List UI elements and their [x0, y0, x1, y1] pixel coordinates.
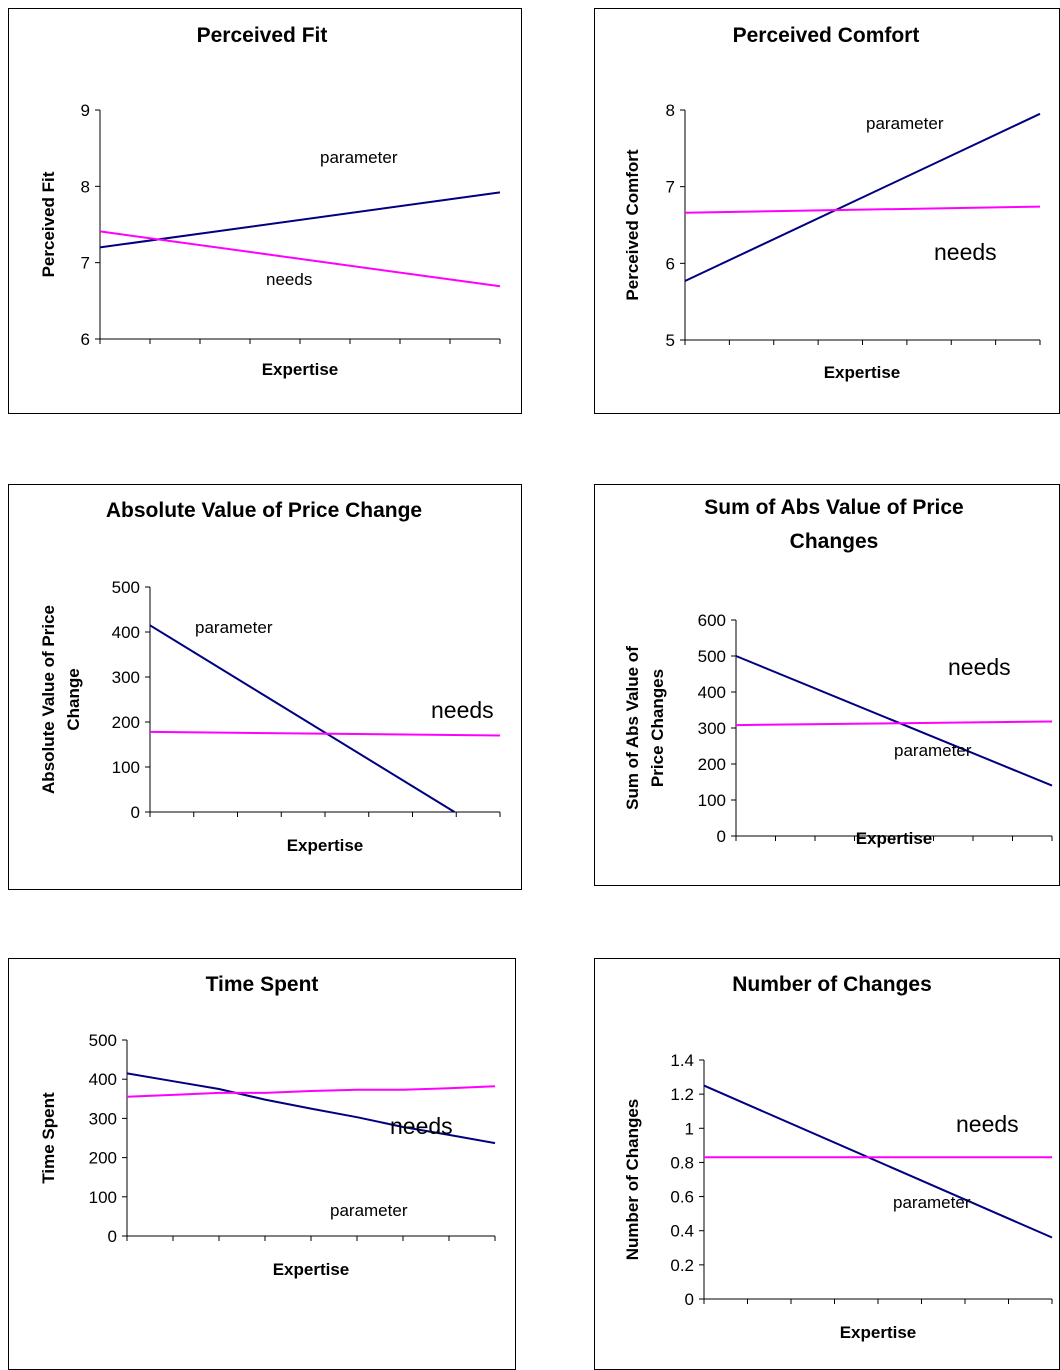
y-tick-label: 9 — [81, 101, 90, 120]
y-tick-label: 5 — [666, 331, 675, 350]
y-tick-label: 8 — [666, 101, 675, 120]
y-tick-label: 0.6 — [670, 1188, 694, 1207]
series-line-parameter — [99, 191, 501, 249]
y-axis-label: Time Spent — [39, 1092, 58, 1184]
y-tick-label: 0.2 — [670, 1256, 694, 1275]
series-annotation-parameter: parameter — [894, 741, 972, 760]
y-tick-label: 0.4 — [670, 1222, 694, 1241]
y-tick-label: 8 — [81, 177, 90, 196]
y-tick-label: 0 — [685, 1290, 694, 1309]
chart-title: Time Spent — [206, 973, 319, 996]
y-tick-label: 500 — [698, 647, 726, 666]
series-annotation-needs: needs — [934, 239, 997, 265]
y-tick-label: 200 — [112, 713, 140, 732]
y-tick-label: 100 — [112, 758, 140, 777]
y-tick-label: 7 — [81, 254, 90, 273]
y-axis-label: Number of Changes — [623, 1099, 642, 1261]
y-axis-label: Perceived Fit — [39, 171, 58, 277]
chart-title: Absolute Value of Price Change — [106, 499, 422, 522]
series-line-needs — [684, 205, 1041, 214]
chart-3: Absolute Value of Price Change 0 100 200 300… — [8, 484, 522, 890]
series-annotation-parameter: parameter — [320, 148, 398, 167]
x-axis-label: Expertise — [840, 1323, 917, 1342]
y-tick-label: 7 — [666, 178, 675, 197]
x-axis-label: Expertise — [287, 836, 364, 855]
series-annotation-parameter: parameter — [893, 1193, 971, 1212]
y-axis-label: Perceived Comfort — [623, 149, 642, 300]
y-tick-label: 0 — [108, 1227, 117, 1246]
y-tick-label: 400 — [698, 683, 726, 702]
y-tick-label: 300 — [698, 719, 726, 738]
y-tick-label: 400 — [89, 1070, 117, 1089]
x-axis-label: Expertise — [824, 363, 901, 382]
series-annotation-parameter: parameter — [330, 1201, 408, 1220]
y-tick-label: 300 — [112, 668, 140, 687]
series-annotation-needs: needs — [948, 654, 1011, 680]
chart-frame — [594, 958, 1060, 1370]
chart-1: Perceived Fit 6 7 8 9 Expertise Perceived Fit p… — [8, 8, 522, 414]
series-line-needs — [126, 1085, 496, 1098]
y-tick-label: 1 — [685, 1119, 694, 1138]
y-tick-label: 0 — [717, 827, 726, 846]
series-line-parameter — [735, 655, 1053, 787]
y-tick-label: 1.2 — [670, 1085, 694, 1104]
series-annotation-needs: needs — [431, 697, 494, 723]
y-axis-label: Change — [64, 668, 83, 730]
chart-4: Sum of Abs Value of Price Changes 0 100 200 3… — [594, 484, 1060, 886]
y-tick-label: 200 — [698, 755, 726, 774]
series-annotation-needs: needs — [956, 1111, 1019, 1137]
chart-frame — [8, 958, 516, 1370]
series-line-parameter — [703, 1084, 1053, 1239]
y-tick-label: 400 — [112, 623, 140, 642]
chart-2: Perceived Comfort 5 6 7 8 Expertise Perceived … — [594, 8, 1060, 414]
series-annotation-parameter: parameter — [866, 114, 944, 133]
series-line-needs — [735, 720, 1053, 727]
chart-title: Number of Changes — [732, 973, 932, 996]
y-tick-label: 6 — [666, 254, 675, 273]
y-tick-label: 600 — [698, 611, 726, 630]
y-tick-label: 6 — [81, 330, 90, 349]
y-axis-label: Absolute Value of Price — [39, 605, 58, 794]
series-line-parameter — [684, 112, 1041, 282]
y-tick-label: 300 — [89, 1109, 117, 1128]
series-annotation-needs: needs — [390, 1113, 453, 1139]
y-tick-label: 500 — [112, 578, 140, 597]
series-line-needs — [99, 230, 501, 288]
chart-title: Perceived Fit — [197, 24, 328, 47]
chart-5: Time Spent 0 100 200 300 400 500 Expertise Time … — [8, 958, 516, 1370]
y-axis-label: Price Changes — [648, 669, 667, 787]
chart-frame — [8, 484, 522, 890]
x-axis-label: Expertise — [856, 829, 933, 848]
x-axis-label: Expertise — [273, 1260, 350, 1279]
series-annotation-parameter: parameter — [195, 618, 273, 637]
chart-6: Number of Changes 0 0.2 0.4 0.6 0.8 1 1.2 1.4 Exp… — [594, 958, 1060, 1370]
y-tick-label: 100 — [698, 791, 726, 810]
series-line-parameter — [126, 1072, 496, 1145]
y-tick-label: 500 — [89, 1031, 117, 1050]
x-axis-label: Expertise — [262, 360, 339, 379]
chart-title: Changes — [790, 530, 879, 553]
chart-frame — [8, 8, 522, 414]
y-tick-label: 200 — [89, 1149, 117, 1168]
y-tick-label: 1.4 — [670, 1051, 694, 1070]
y-axis-label: Sum of Abs Value of — [623, 646, 642, 810]
y-tick-label: 0 — [131, 803, 140, 822]
y-tick-label: 0.8 — [670, 1153, 694, 1172]
series-line-parameter — [149, 624, 456, 813]
chart-title: Perceived Comfort — [733, 24, 920, 47]
chart-frame — [594, 484, 1060, 886]
chart-title: Sum of Abs Value of Price — [704, 496, 963, 519]
series-annotation-needs: needs — [266, 270, 312, 289]
y-tick-label: 100 — [89, 1188, 117, 1207]
series-line-needs — [149, 730, 501, 737]
